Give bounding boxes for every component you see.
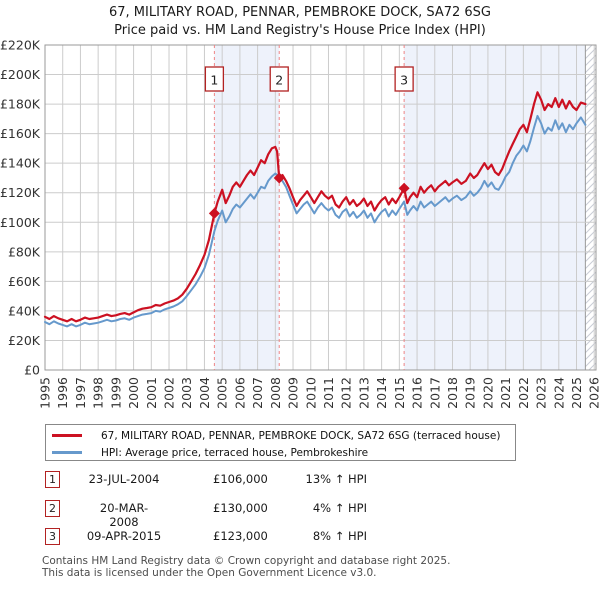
plot-border (44, 44, 597, 371)
x-axis-tick-label: 2004 (197, 377, 212, 409)
property-price-line (43, 91, 587, 323)
transaction-row: 2 20-MAR-2008 £130,000 4% ↑ HPI (45, 500, 565, 529)
y-axis-tick-label: £220K (0, 38, 41, 53)
sale-date: 09-APR-2015 (86, 529, 162, 543)
y-axis-tick-label: £80K (8, 244, 41, 259)
y-axis-tick-label: £60K (8, 274, 41, 289)
legend-item-property: 67, MILITARY ROAD, PENNAR, PEMBROKE DOCK… (52, 427, 515, 444)
x-axis-tick-label: 2014 (374, 377, 389, 409)
property-line-swatch (52, 434, 82, 437)
license-footer: Contains HM Land Registry data © Crown c… (42, 555, 451, 579)
x-axis-tick-label: 2021 (498, 377, 513, 409)
sale-number-badge: 2 (45, 500, 60, 517)
x-axis-tick-label: 2022 (516, 377, 531, 409)
price-chart: 1 2 3 £0 £20K £40K £60K £80K £100K £120K £140K £160… (0, 38, 600, 409)
hpi-line (44, 114, 587, 328)
svg-text:1: 1 (210, 73, 218, 88)
sale-price: £106,000 (213, 472, 268, 486)
x-axis-tick-label: 2009 (286, 377, 301, 409)
x-axis-tick-label: 2001 (144, 377, 159, 409)
x-axis-tick-label: 2010 (303, 377, 318, 409)
x-axis-tick-label: 2003 (179, 377, 194, 409)
legend: 67, MILITARY ROAD, PENNAR, PEMBROKE DOCK… (45, 424, 516, 461)
page-title: 67, MILITARY ROAD, PENNAR, PEMBROKE DOCK… (108, 5, 492, 20)
hpi-line-swatch (52, 451, 82, 454)
y-axis-tick-label: £160K (0, 126, 41, 141)
x-axis-tick-label: 2013 (356, 377, 371, 409)
transaction-row: 1 23-JUL-2004 £106,000 13% ↑ HPI (45, 471, 565, 491)
y-axis-tick-label: £100K (0, 215, 41, 230)
x-axis-tick-label: 2019 (463, 377, 478, 409)
x-axis-tick-label: 2026 (587, 377, 600, 409)
x-axis-tick-label: 2017 (427, 377, 442, 409)
x-axis-tick-label: 2011 (321, 377, 336, 409)
x-axis-tick-label: 2018 (445, 377, 460, 409)
y-axis-tick-label: £200K (0, 67, 41, 82)
page-subtitle: Price paid vs. HM Land Registry's House … (114, 23, 486, 38)
x-axis-tick-label: 2000 (126, 377, 141, 409)
x-axis-tick-label: 2005 (215, 377, 230, 409)
x-axis-tick-label: 2024 (551, 377, 566, 409)
ownership-band (214, 45, 280, 370)
x-axis-tick-label: 1995 (38, 377, 53, 409)
legend-label-property: 67, MILITARY ROAD, PENNAR, PEMBROKE DOCK… (101, 429, 501, 442)
sale-marker-diamond (208, 207, 220, 219)
sale-vs-hpi: 4% ↑ HPI (312, 501, 367, 515)
sale-marker-diamond (398, 182, 410, 194)
y-axis-tick-label: £20K (8, 333, 41, 348)
sale-price: £123,000 (213, 529, 268, 543)
legend-item-hpi: HPI: Average price, terraced house, Pemb… (52, 444, 515, 461)
x-axis-tick-label: 2012 (339, 377, 354, 409)
svg-text:3: 3 (400, 73, 408, 88)
x-axis-tick-label: 1996 (55, 377, 70, 409)
x-axis-tick-label: 2008 (268, 377, 283, 409)
legend-label-hpi: HPI: Average price, terraced house, Pemb… (101, 446, 369, 459)
x-axis-tick-label: 2023 (534, 377, 549, 409)
x-axis-tick-label: 1997 (73, 377, 88, 409)
sale-number-chart-badge (394, 66, 414, 92)
x-axis-tick-label: 2016 (410, 377, 425, 409)
transaction-row: 3 09-APR-2015 £123,000 8% ↑ HPI (45, 528, 565, 548)
sale-vs-hpi: 8% ↑ HPI (312, 529, 367, 543)
y-axis-tick-label: £40K (8, 303, 41, 318)
svg-text:2: 2 (275, 73, 283, 88)
y-axis-tick-label: £0 (24, 363, 40, 378)
sale-date: 23-JUL-2004 (88, 472, 160, 486)
x-axis-tick-label: 2002 (162, 377, 177, 409)
y-axis-tick-label: £180K (0, 97, 41, 112)
x-axis-tick-label: 1999 (108, 377, 123, 409)
sale-price: £130,000 (213, 501, 268, 515)
ownership-band (404, 45, 586, 370)
license-line-1: Contains HM Land Registry data © Crown c… (42, 555, 451, 567)
x-axis-tick-label: 2007 (250, 377, 265, 409)
sale-number-chart-badge (204, 66, 225, 92)
x-axis-tick-label: 2006 (232, 377, 247, 409)
sale-vs-hpi: 13% ↑ HPI (305, 472, 367, 486)
y-axis-tick-label: £140K (0, 156, 41, 171)
x-axis-tick-label: 2025 (569, 377, 584, 409)
sale-number-badge: 3 (45, 528, 60, 545)
sale-number-chart-badge (269, 66, 289, 92)
x-axis-tick-label: 2015 (392, 377, 407, 409)
sale-date: 20-MAR-2008 (99, 501, 149, 529)
license-line-2: This data is licensed under the Open Gov… (42, 566, 377, 579)
future-hatch-band (585, 45, 596, 370)
x-axis-tick-label: 2020 (480, 377, 495, 409)
sale-marker-diamond (273, 172, 285, 184)
x-axis-tick-label: 1998 (91, 377, 106, 409)
y-axis-tick-label: £120K (0, 185, 41, 200)
sale-number-badge: 1 (45, 471, 60, 488)
